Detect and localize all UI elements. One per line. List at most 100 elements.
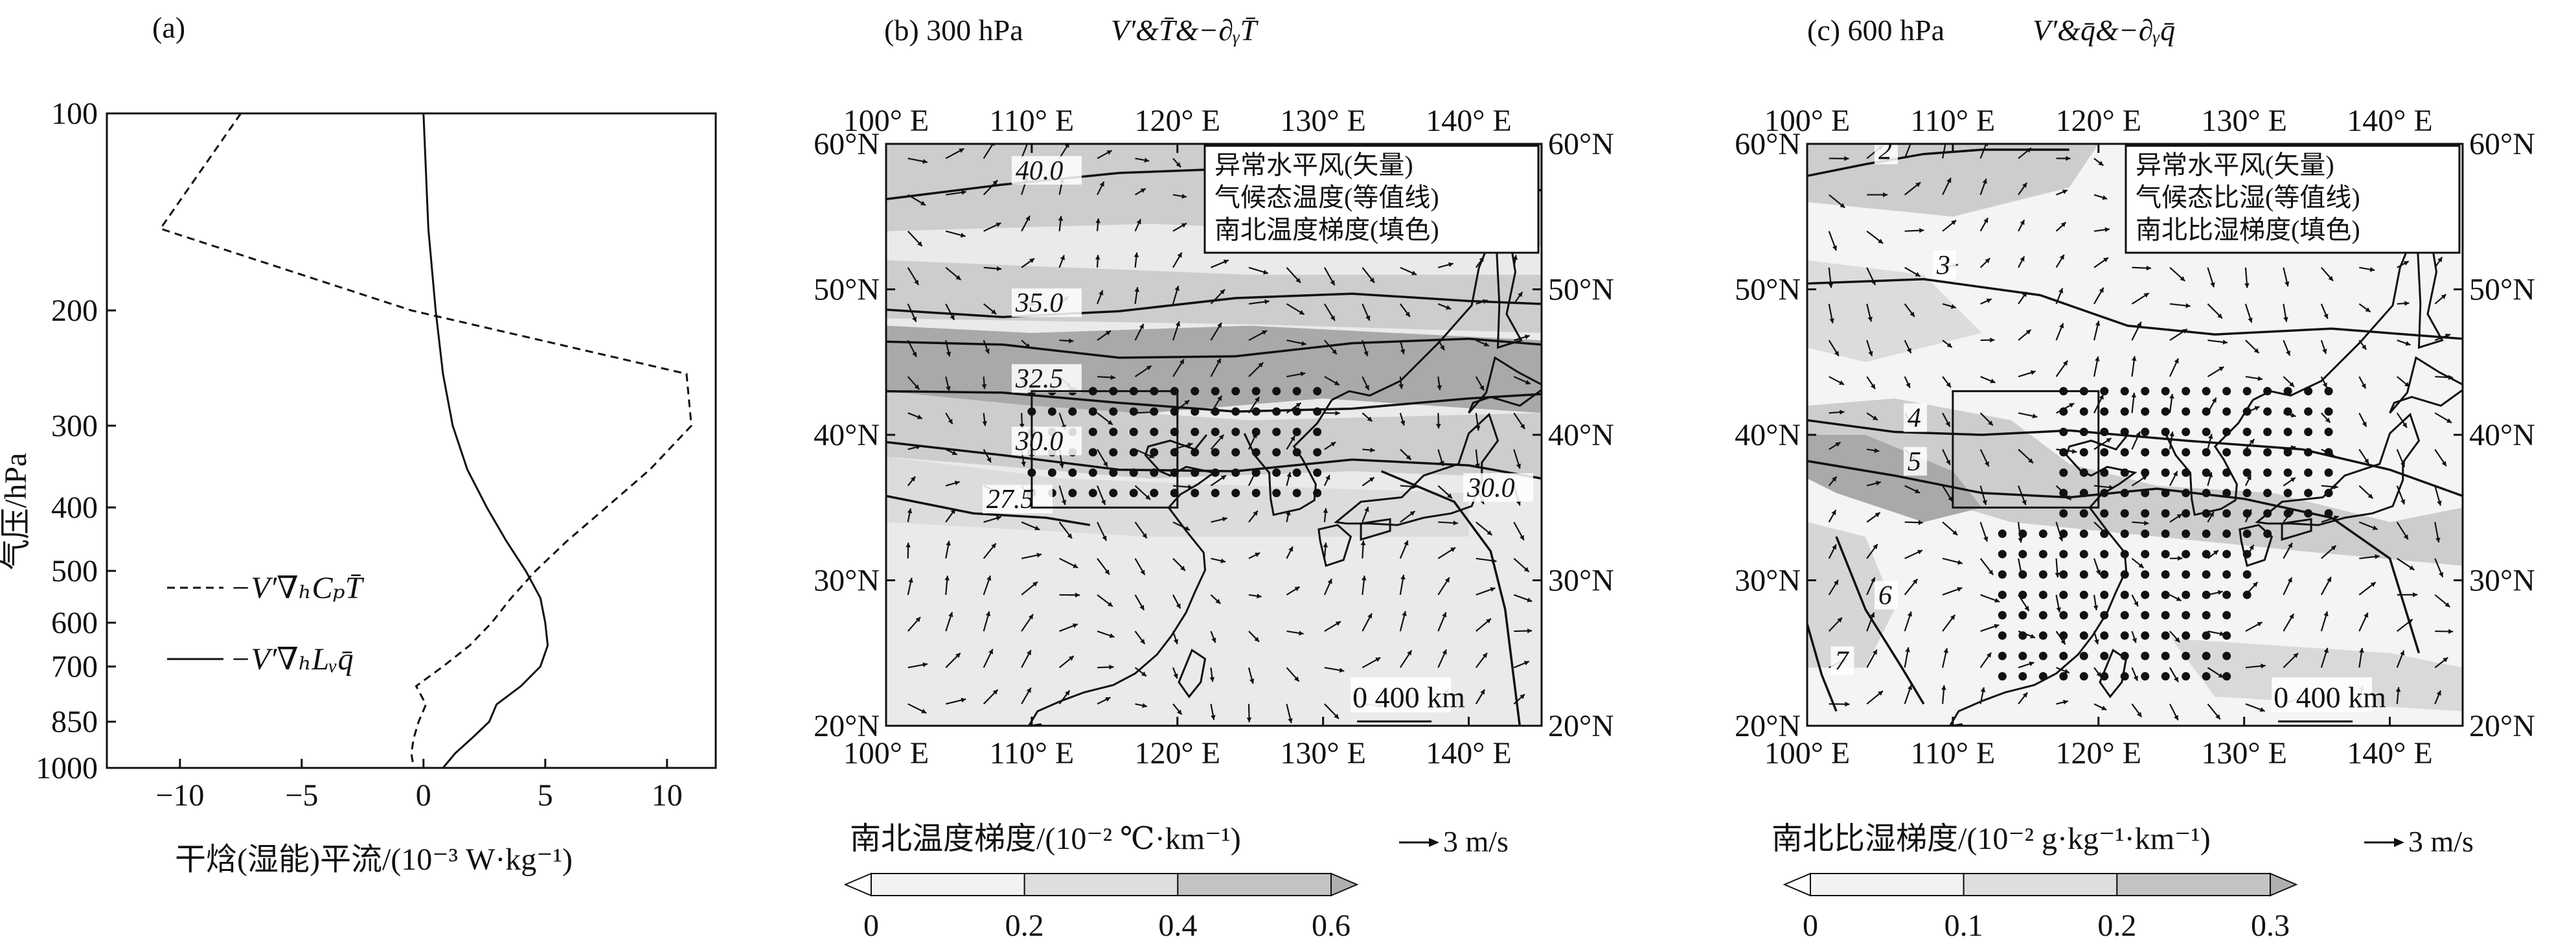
stipple-dot <box>1191 387 1200 396</box>
wind-vector-head <box>1943 648 1948 653</box>
wind-vector-head <box>946 540 951 546</box>
contour-line <box>1807 278 2463 340</box>
wind-vector-head <box>2022 183 2027 188</box>
wind-vector-head <box>2253 348 2259 353</box>
wind-vector-head <box>2217 313 2222 319</box>
wind-vector-head <box>2323 647 2329 653</box>
stipple-dot <box>2242 468 2251 477</box>
x-tick-label: −5 <box>285 778 318 813</box>
wind-vector-head <box>1257 594 1262 599</box>
stipple-dot <box>2141 570 2150 579</box>
wind-vector-head <box>1875 512 1880 518</box>
wind-vector-head <box>1983 218 1989 224</box>
wind-vector-head <box>1299 310 1305 315</box>
stipple-dot <box>1231 448 1240 457</box>
stipple-dot <box>1998 550 2007 559</box>
wind-vector-head <box>2403 261 2409 266</box>
colorbar-tick-label: 0.3 <box>2251 909 2290 943</box>
wind-vector-head <box>1211 637 1216 643</box>
stipple-dot <box>2059 468 2068 477</box>
lat-tick-label-left: 40°N <box>1735 418 1801 452</box>
lon-tick-label-bottom: 100° E <box>1764 736 1851 770</box>
wind-vector-head <box>961 190 966 195</box>
wind-vector-head <box>1173 673 1178 679</box>
wind-vector-head <box>1223 259 1229 264</box>
wind-vector-head <box>2024 605 2029 611</box>
wind-vector-head <box>2283 317 2288 322</box>
contour-line <box>886 292 1542 318</box>
wind-vector-head <box>2104 227 2110 233</box>
stipple-dot <box>2120 509 2129 518</box>
wind-vector-head <box>1215 599 1221 604</box>
stipple-dot <box>2059 509 2068 518</box>
wind-vector-head <box>2218 673 2224 678</box>
wind-vector-head <box>1946 382 1951 388</box>
wind-vector-head <box>961 697 966 703</box>
colorbar-tick-label: 0 <box>863 909 879 943</box>
colorbar-extend-low <box>1783 872 1811 897</box>
wind-vector-head <box>2210 282 2215 288</box>
stipple-dot <box>2263 428 2272 437</box>
lon-tick-label-bottom: 120° E <box>1135 736 1221 770</box>
wind-vector-head <box>2285 281 2290 286</box>
wind-vector-head <box>1069 338 1074 343</box>
stipple-dot <box>1272 387 1281 396</box>
lon-tick-label-bottom: 100° E <box>843 736 929 770</box>
wind-vector-head <box>1845 701 1850 707</box>
wind-vector-head <box>1073 563 1078 568</box>
wind-vector-head <box>1220 475 1226 480</box>
wind-vector-head <box>2056 607 2062 612</box>
wind-vector-head <box>2367 493 2373 499</box>
wind-vector-head <box>2058 536 2064 542</box>
wind-vector-head <box>2249 544 2254 550</box>
wind-vector-head <box>2369 267 2375 272</box>
wind-vector-head <box>1362 575 1367 581</box>
wind-vector-head <box>1105 697 1111 702</box>
stipple-dot <box>2120 610 2129 620</box>
stipple-dot <box>2018 672 2027 681</box>
stipple-dot <box>2120 651 2129 660</box>
wind-vector-head <box>910 476 916 482</box>
wind-vector-head <box>946 386 951 391</box>
wind-vector-head <box>1985 258 1990 264</box>
wind-vector-head <box>1255 552 1260 557</box>
stipple-dot <box>2242 590 2251 599</box>
panel-a: (a) −10 −5 0 5 10 10020030040050060070085010… <box>0 11 717 877</box>
contour-label-bg <box>1874 581 1898 610</box>
wind-vector-head <box>1919 227 1924 233</box>
stipple-dot <box>2202 407 2211 416</box>
panel-c-reference-vector: 3 m/s <box>2364 825 2474 858</box>
wind-vector-head <box>1525 380 1531 385</box>
stipple-dot <box>2161 631 2170 640</box>
wind-vector-head <box>2365 307 2371 312</box>
stipple-dot <box>1231 468 1240 477</box>
stipple-dot <box>2141 407 2150 416</box>
stipple-dot <box>2182 529 2191 539</box>
wind-vector-head <box>2169 432 2174 437</box>
stipple-dot <box>1231 489 1240 498</box>
contour-line <box>886 494 1091 526</box>
stipple-dot <box>1272 468 1281 477</box>
wind-vector-head <box>1068 656 1074 661</box>
wind-vector-head <box>2059 254 2064 260</box>
stipple-dot <box>2120 448 2129 457</box>
colorbar-segment <box>871 873 1025 896</box>
wind-vector-head <box>1400 575 1406 580</box>
wind-vector-head <box>955 275 961 280</box>
wind-vector-head <box>2222 340 2228 345</box>
wind-vector-head <box>2174 715 2178 721</box>
wind-vector-head <box>2025 329 2031 335</box>
stipple-dot <box>2141 610 2150 620</box>
wind-vector-head <box>1323 542 1328 548</box>
wind-vector-head <box>1946 342 1952 348</box>
wind-vector-head <box>2441 461 2446 467</box>
lon-tick-label-top: 140° E <box>2347 104 2433 138</box>
wind-vector-head <box>1109 633 1115 638</box>
wind-vector-head <box>2137 321 2141 327</box>
wind-vector-head <box>1844 156 1849 161</box>
wind-vector-head <box>2328 275 2333 281</box>
wind-vector-head <box>2106 438 2112 443</box>
lon-tick-label-top: 110° E <box>1911 104 1996 138</box>
wind-vector-head <box>2249 439 2255 445</box>
series-line-dry-enthalpy <box>159 113 692 769</box>
